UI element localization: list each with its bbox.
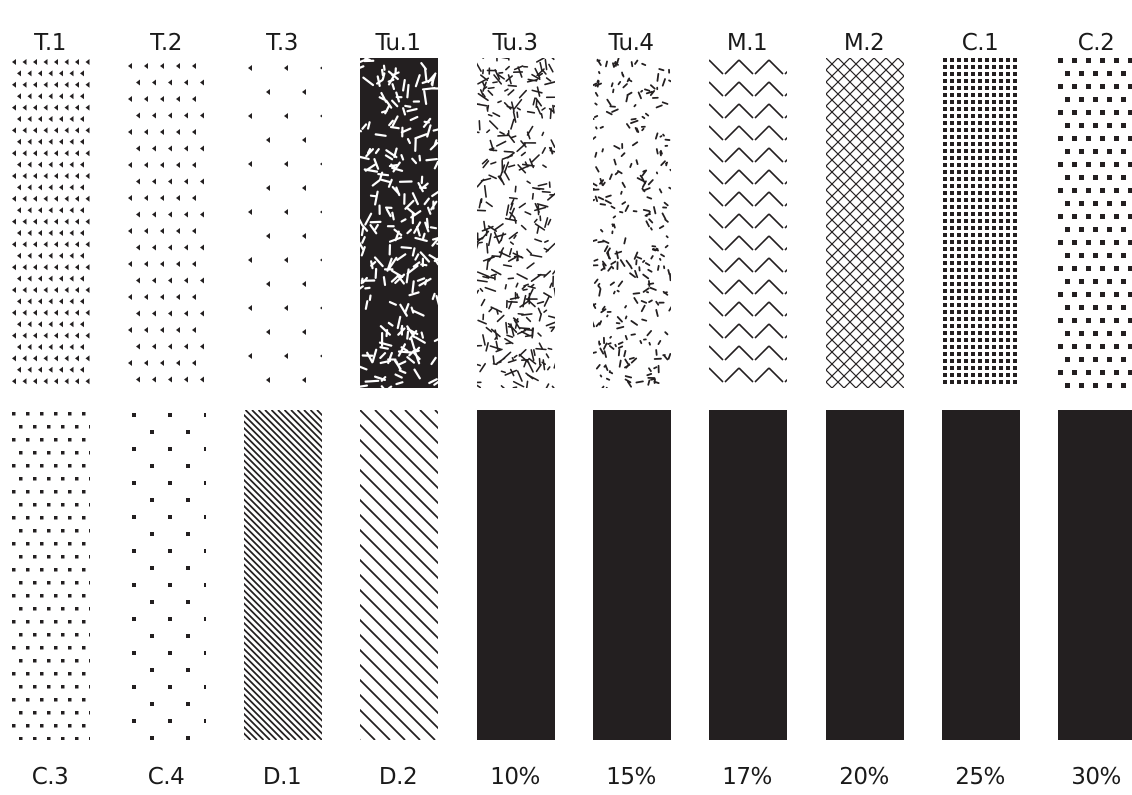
pattern-fill [593,410,671,740]
swatch-17 [709,410,787,740]
pattern-fill [12,412,90,740]
pattern-fill [12,59,90,385]
pattern-fill [943,58,1017,384]
swatch-label-c2: C.2 [1077,30,1115,56]
swatch-tu4 [593,58,671,388]
swatch-t1 [12,58,90,388]
pattern-fill [244,410,322,740]
swatch-25 [942,410,1020,740]
swatch-label-c1: C.1 [961,30,999,56]
swatch-20 [826,410,904,740]
pattern-fill [128,63,204,383]
pattern-fill [593,58,671,388]
pattern-fill [709,59,787,383]
pattern-fill [477,410,555,740]
swatch-label-d2: D.2 [378,764,418,790]
swatch-label-c4: C.4 [147,764,185,790]
swatch-m2 [826,58,904,388]
swatch-tu3 [477,58,555,388]
swatch-label-30: 30% [1071,764,1121,790]
swatch-label-d1: D.1 [262,764,302,790]
pattern-fill [709,410,787,740]
pattern-fill [942,410,1020,740]
swatch-d2 [360,410,438,740]
swatch-label-t3: T.3 [266,30,298,56]
pattern-fill [360,410,438,740]
swatch-m1 [709,58,787,388]
swatch-label-m1: M.1 [726,30,768,56]
pattern-fill [360,58,438,388]
swatch-d1 [244,410,322,740]
swatch-c2 [1058,58,1132,388]
swatch-t3 [244,58,322,388]
pattern-fill [1058,410,1132,740]
swatch-c3 [12,410,90,740]
swatch-label-15: 15% [606,764,656,790]
swatch-label-10: 10% [490,764,540,790]
swatch-tu1 [360,58,438,388]
swatch-label-tu1: Tu.1 [375,30,421,56]
pattern-fill [1058,58,1132,388]
swatch-label-tu3: Tu.3 [492,30,538,56]
swatch-t2 [128,58,206,388]
swatch-label-m2: M.2 [843,30,885,56]
pattern-fill [248,65,322,383]
swatch-c1 [942,58,1020,388]
swatch-c4 [128,410,206,740]
swatch-10 [477,410,555,740]
swatch-label-t2: T.2 [150,30,182,56]
swatch-label-25: 25% [955,764,1005,790]
pattern-fill [826,58,904,388]
swatch-30 [1058,410,1132,740]
swatch-label-17: 17% [722,764,772,790]
swatch-label-t1: T.1 [34,30,66,56]
pattern-fill [477,58,555,388]
pattern-fill [132,413,206,740]
swatch-label-20: 20% [839,764,889,790]
swatch-label-c3: C.3 [31,764,69,790]
swatch-15 [593,410,671,740]
swatch-label-tu4: Tu.4 [608,30,654,56]
pattern-fill [826,410,904,740]
